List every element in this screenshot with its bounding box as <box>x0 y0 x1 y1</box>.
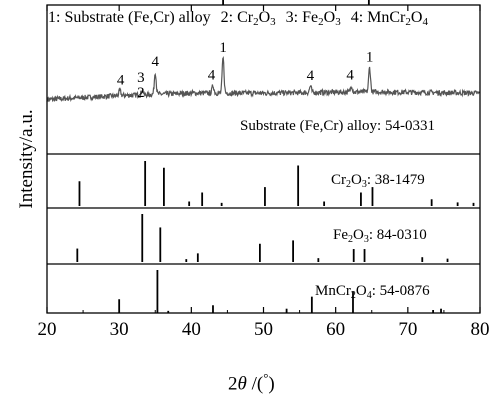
peak-label: 4 <box>346 68 354 84</box>
plot-border <box>46 4 481 314</box>
measured-pattern <box>46 55 481 103</box>
x-tick-label: 70 <box>398 319 417 340</box>
reference-label: Substrate (Fe,Cr) alloy: 54-0331 <box>240 118 435 134</box>
x-tick-label: 40 <box>182 319 201 340</box>
x-tick-label: 50 <box>254 319 273 340</box>
x-tick-label: 80 <box>471 319 490 340</box>
reference-label: Cr2O3: 38-1479 <box>331 172 425 190</box>
reference-pattern <box>78 161 475 206</box>
x-tick-label: 30 <box>110 319 129 340</box>
peak-label: 4 <box>307 68 315 84</box>
x-axis-ticks: 20 30 40 50 60 70 80 <box>38 5 490 340</box>
peak-label: 4 <box>208 67 216 83</box>
peak-label: 4 <box>117 73 125 89</box>
x-axis-label: 2θ /(°) <box>228 370 275 395</box>
peak-label: 2 <box>137 85 145 101</box>
plot-frame <box>46 4 481 314</box>
legend-item: 3: Fe2O3 <box>285 9 341 28</box>
measured-trace <box>46 55 481 103</box>
reference-pattern <box>76 214 449 262</box>
peak-label: 4 <box>152 54 160 70</box>
phase-legend: 1: Substrate (Fe,Cr) alloy 2: Cr2O3 3: Fe2… <box>48 9 428 28</box>
peak-label: 3 <box>137 70 145 86</box>
peak-label: 1 <box>366 50 374 66</box>
legend-item: 4: MnCr2O4 <box>350 9 428 28</box>
x-tick-label: 20 <box>38 319 57 340</box>
reference-label: MnCr2O4: 54-0876 <box>315 283 430 301</box>
legend-item: 1: Substrate (Fe,Cr) alloy <box>48 9 211 26</box>
legend-item: 2: Cr2O3 <box>220 9 276 28</box>
reference-label: Fe2O3: 84-0310 <box>333 227 427 245</box>
reference-patterns <box>76 0 475 313</box>
x-tick-label: 60 <box>326 319 345 340</box>
peak-label: 1 <box>219 40 227 56</box>
reference-pattern <box>222 0 370 5</box>
y-axis-label: Intensity/a.u. <box>16 109 37 208</box>
